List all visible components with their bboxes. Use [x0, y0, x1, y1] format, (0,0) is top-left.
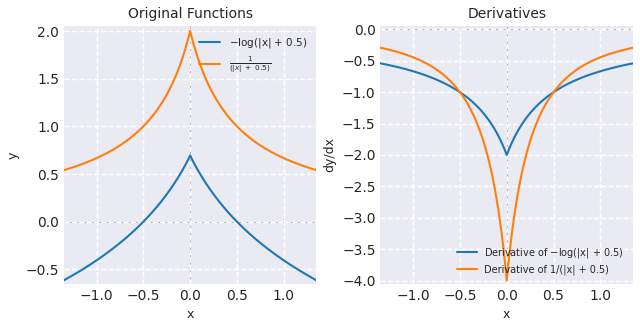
- Derivative of $-$log(|x| + 0.5): [622, 63, 630, 67]
- Derivative of $-$log(|x| + 0.5): [503, 153, 511, 157]
- Derivative of 1/(|x| + 0.5): [575, 66, 583, 70]
- $-$log(|x| + 0.5): [199, 177, 207, 181]
- Line: Derivative of 1/(|x| + 0.5): Derivative of 1/(|x| + 0.5): [380, 48, 633, 280]
- Line: $-$log(|x| + 0.5): $-$log(|x| + 0.5): [190, 155, 316, 280]
- $-$log(|x| + 0.5): [287, 263, 295, 267]
- $\frac{1}{(|x|\ +\ 0.5)}$: [287, 159, 295, 163]
- $\frac{1}{(|x|\ +\ 0.5)}$: [199, 70, 207, 74]
- $-$log(|x| + 0.5): [237, 224, 245, 228]
- $\frac{1}{(|x|\ +\ 0.5)}$: [312, 168, 320, 172]
- Derivative of 1/(|x| + 0.5): [503, 278, 511, 282]
- Legend: $-$log(|x| + 0.5), $\frac{1}{(|x|\ +\ 0.5)}$: $-$log(|x| + 0.5), $\frac{1}{(|x|\ +\ 0.…: [195, 31, 311, 79]
- $-$log(|x| + 0.5): [312, 278, 320, 282]
- X-axis label: x: x: [503, 308, 511, 321]
- Derivative of $-$log(|x| + 0.5): [575, 77, 583, 81]
- $-$log(|x| + 0.5): [273, 254, 281, 257]
- Derivative of $-$log(|x| + 0.5): [376, 61, 384, 65]
- Derivative of 1/(|x| + 0.5): [622, 48, 630, 51]
- Derivative of 1/(|x| + 0.5): [622, 48, 630, 51]
- Derivative of 1/(|x| + 0.5): [390, 49, 397, 53]
- Derivative of $-$log(|x| + 0.5): [622, 63, 630, 67]
- $\frac{1}{(|x|\ +\ 0.5)}$: [237, 129, 245, 133]
- Derivative of 1/(|x| + 0.5): [493, 197, 500, 201]
- Line: Derivative of $-$log(|x| + 0.5): Derivative of $-$log(|x| + 0.5): [380, 63, 633, 155]
- Derivative of $-$log(|x| + 0.5): [499, 144, 507, 148]
- Legend: Derivative of $-$log(|x| + 0.5), Derivative of 1/(|x| + 0.5): Derivative of $-$log(|x| + 0.5), Derivat…: [453, 242, 628, 279]
- Title: Derivatives: Derivatives: [467, 7, 547, 21]
- $-$log(|x| + 0.5): [242, 228, 250, 232]
- Derivative of $-$log(|x| + 0.5): [390, 64, 397, 68]
- Title: Original Functions: Original Functions: [127, 7, 253, 21]
- Derivative of $-$log(|x| + 0.5): [629, 61, 637, 65]
- Derivative of 1/(|x| + 0.5): [499, 246, 507, 250]
- Y-axis label: dy/dx: dy/dx: [323, 137, 337, 173]
- Line: $\frac{1}{(|x|\ +\ 0.5)}$: $\frac{1}{(|x|\ +\ 0.5)}$: [190, 31, 316, 170]
- X-axis label: x: x: [186, 308, 194, 321]
- $\frac{1}{(|x|\ +\ 0.5)}$: [285, 158, 292, 162]
- $\frac{1}{(|x|\ +\ 0.5)}$: [186, 29, 194, 33]
- $\frac{1}{(|x|\ +\ 0.5)}$: [273, 153, 281, 157]
- Derivative of 1/(|x| + 0.5): [376, 46, 384, 50]
- $-$log(|x| + 0.5): [285, 262, 292, 266]
- $\frac{1}{(|x|\ +\ 0.5)}$: [242, 133, 250, 136]
- $-$log(|x| + 0.5): [186, 154, 194, 157]
- Derivative of $-$log(|x| + 0.5): [493, 131, 500, 134]
- Y-axis label: y: y: [7, 151, 20, 159]
- Derivative of 1/(|x| + 0.5): [629, 46, 637, 50]
